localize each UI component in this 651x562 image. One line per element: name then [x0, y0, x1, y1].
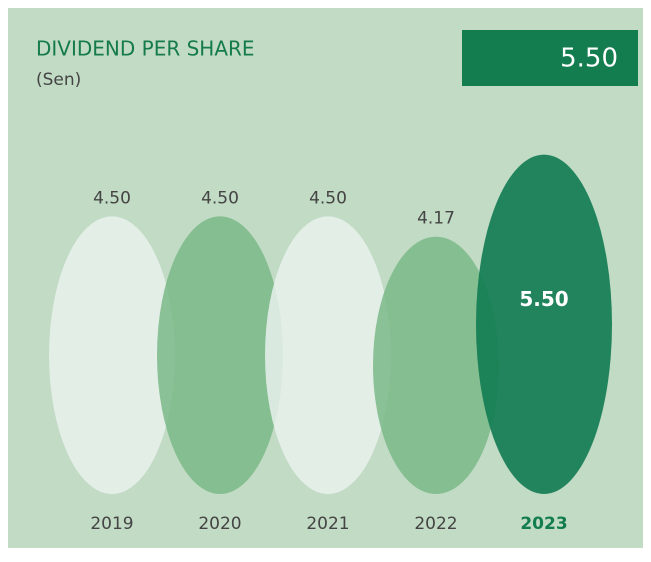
- headline-box: [462, 30, 638, 86]
- value-label: 4.50: [93, 188, 131, 208]
- value-label: 4.50: [201, 188, 239, 208]
- dividend-ellipse: [265, 216, 391, 495]
- value-label: 4.50: [309, 188, 347, 208]
- value-label: 4.17: [417, 209, 455, 229]
- dividend-ellipse: [373, 236, 499, 494]
- x-tick-label: 2019: [90, 514, 133, 534]
- value-label: 5.50: [519, 287, 568, 311]
- x-tick-label: 2021: [306, 514, 349, 534]
- dividend-ellipse: [49, 216, 175, 495]
- chart-title: DIVIDEND PER SHARE: [36, 37, 255, 61]
- chart-subtitle: (Sen): [36, 70, 81, 90]
- x-tick-label: 2023: [520, 514, 567, 534]
- x-tick-label: 2020: [198, 514, 241, 534]
- headline-value: 5.50: [560, 44, 618, 74]
- dividend-ellipse: [157, 216, 283, 495]
- x-tick-label: 2022: [414, 514, 457, 534]
- dividend-ellipse: [476, 154, 612, 494]
